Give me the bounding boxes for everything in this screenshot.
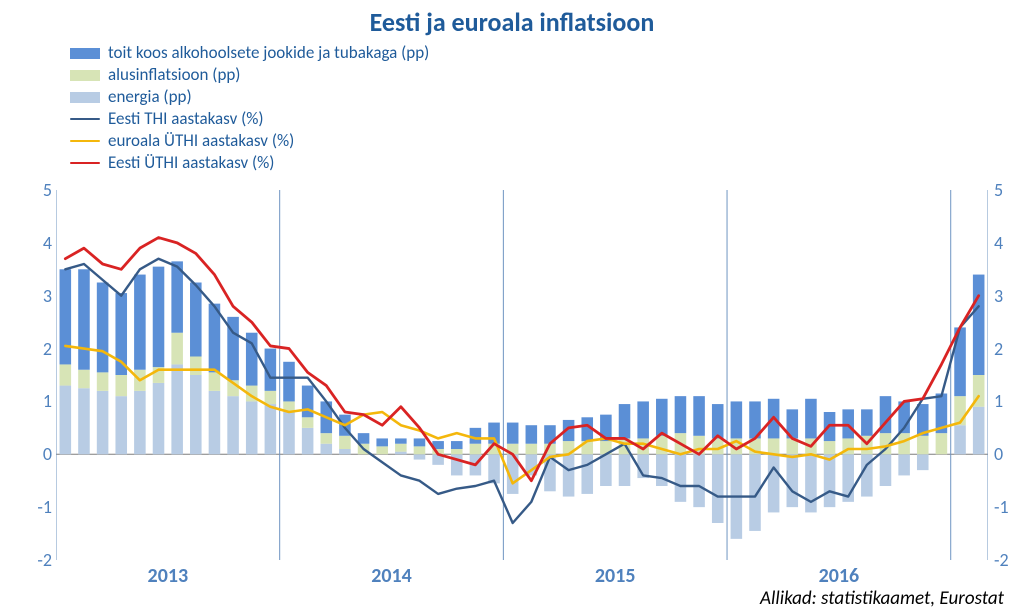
xtick-year: 2016 bbox=[819, 564, 860, 588]
legend: toit koos alkohoolsete jookide ja tubaka… bbox=[70, 42, 429, 174]
ytick-left: 1 bbox=[6, 390, 52, 412]
legend-swatch bbox=[70, 92, 100, 103]
xtick-year: 2014 bbox=[371, 564, 412, 588]
legend-label: toit koos alkohoolsete jookide ja tubaka… bbox=[108, 42, 429, 64]
legend-item: Eesti ÜTHI aastakasv (%) bbox=[70, 152, 429, 174]
chart-plot-area bbox=[56, 190, 988, 560]
ytick-right: 5 bbox=[994, 179, 1024, 201]
ytick-right: -2 bbox=[994, 549, 1024, 571]
xtick-year: 2015 bbox=[595, 564, 636, 588]
legend-item: energia (pp) bbox=[70, 86, 429, 108]
ytick-left: -2 bbox=[6, 549, 52, 571]
ytick-left: 0 bbox=[6, 443, 52, 465]
ytick-left: 2 bbox=[6, 338, 52, 360]
legend-item: euroala ÜTHI aastakasv (%) bbox=[70, 130, 429, 152]
ytick-right: 1 bbox=[994, 390, 1024, 412]
legend-item: alusinflatsioon (pp) bbox=[70, 64, 429, 86]
legend-swatch bbox=[70, 118, 100, 121]
ytick-right: 4 bbox=[994, 232, 1024, 254]
legend-label: alusinflatsioon (pp) bbox=[108, 64, 240, 86]
ytick-right: 0 bbox=[994, 443, 1024, 465]
ytick-left: 3 bbox=[6, 285, 52, 307]
legend-swatch bbox=[70, 48, 100, 59]
ytick-right: -1 bbox=[994, 496, 1024, 518]
legend-swatch bbox=[70, 140, 100, 143]
legend-label: Eesti THI aastakasv (%) bbox=[108, 108, 264, 130]
ytick-right: 3 bbox=[994, 285, 1024, 307]
legend-label: euroala ÜTHI aastakasv (%) bbox=[108, 130, 294, 152]
source-text: Allikad: statistikaamet, Eurostat bbox=[760, 587, 1004, 610]
legend-item: Eesti THI aastakasv (%) bbox=[70, 108, 429, 130]
legend-swatch bbox=[70, 162, 100, 165]
chart-title: Eesti ja euroala inflatsioon bbox=[0, 6, 1024, 38]
xtick-container: 2013 2014 2015 2016 bbox=[56, 564, 988, 588]
ytick-left: -1 bbox=[6, 496, 52, 518]
ytick-left: 4 bbox=[6, 232, 52, 254]
legend-swatch bbox=[70, 70, 100, 81]
chart-svg bbox=[56, 190, 988, 560]
legend-label: energia (pp) bbox=[108, 86, 192, 108]
legend-label: Eesti ÜTHI aastakasv (%) bbox=[108, 152, 274, 174]
legend-item: toit koos alkohoolsete jookide ja tubaka… bbox=[70, 42, 429, 64]
ytick-right: 2 bbox=[994, 338, 1024, 360]
xtick-year: 2013 bbox=[148, 564, 189, 588]
ytick-left: 5 bbox=[6, 179, 52, 201]
